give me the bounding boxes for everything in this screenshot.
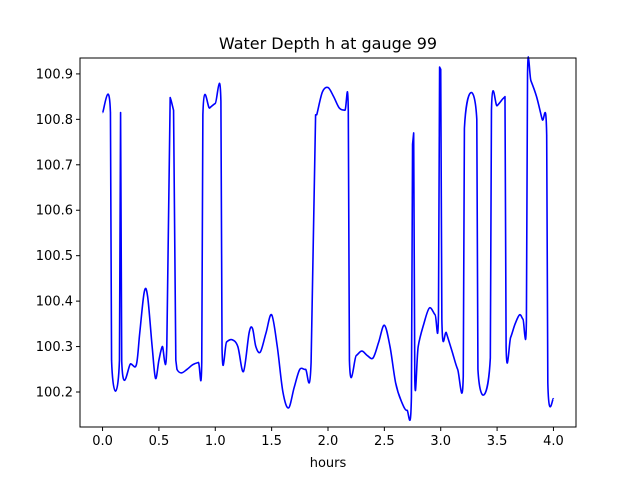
x-tick-label: 4.0	[543, 434, 564, 449]
y-tick-label: 100.7	[36, 158, 73, 173]
chart-title: Water Depth h at gauge 99	[219, 34, 437, 53]
y-tick-label: 100.5	[36, 249, 73, 264]
series-layer	[101, 56, 555, 422]
x-tick-label: 2.5	[374, 434, 395, 449]
y-tick-label: 100.3	[36, 340, 73, 355]
y-tick-label: 100.2	[36, 386, 73, 401]
y-tick-label: 100.9	[36, 67, 73, 82]
y-tick-label: 100.4	[36, 295, 73, 310]
x-tick-label: 0.5	[149, 434, 170, 449]
x-tick-label: 0.0	[92, 434, 113, 449]
y-tick-label: 100.8	[36, 113, 73, 128]
x-tick-label: 3.0	[430, 434, 451, 449]
x-tick-label: 1.5	[261, 434, 282, 449]
x-tick-label: 2.0	[318, 434, 339, 449]
x-tick-label: 1.0	[205, 434, 226, 449]
x-tick-label: 3.5	[487, 434, 508, 449]
y-tick-label: 100.6	[36, 204, 73, 219]
plot-frame	[79, 57, 577, 428]
ticks-layer: 0.0 0.5 1.0 1.5 2.0 2.5 3.0 3.5 4.0 100.2 100.3 100…	[36, 67, 564, 449]
x-axis-label: hours	[310, 456, 347, 471]
series-line	[101, 56, 555, 422]
